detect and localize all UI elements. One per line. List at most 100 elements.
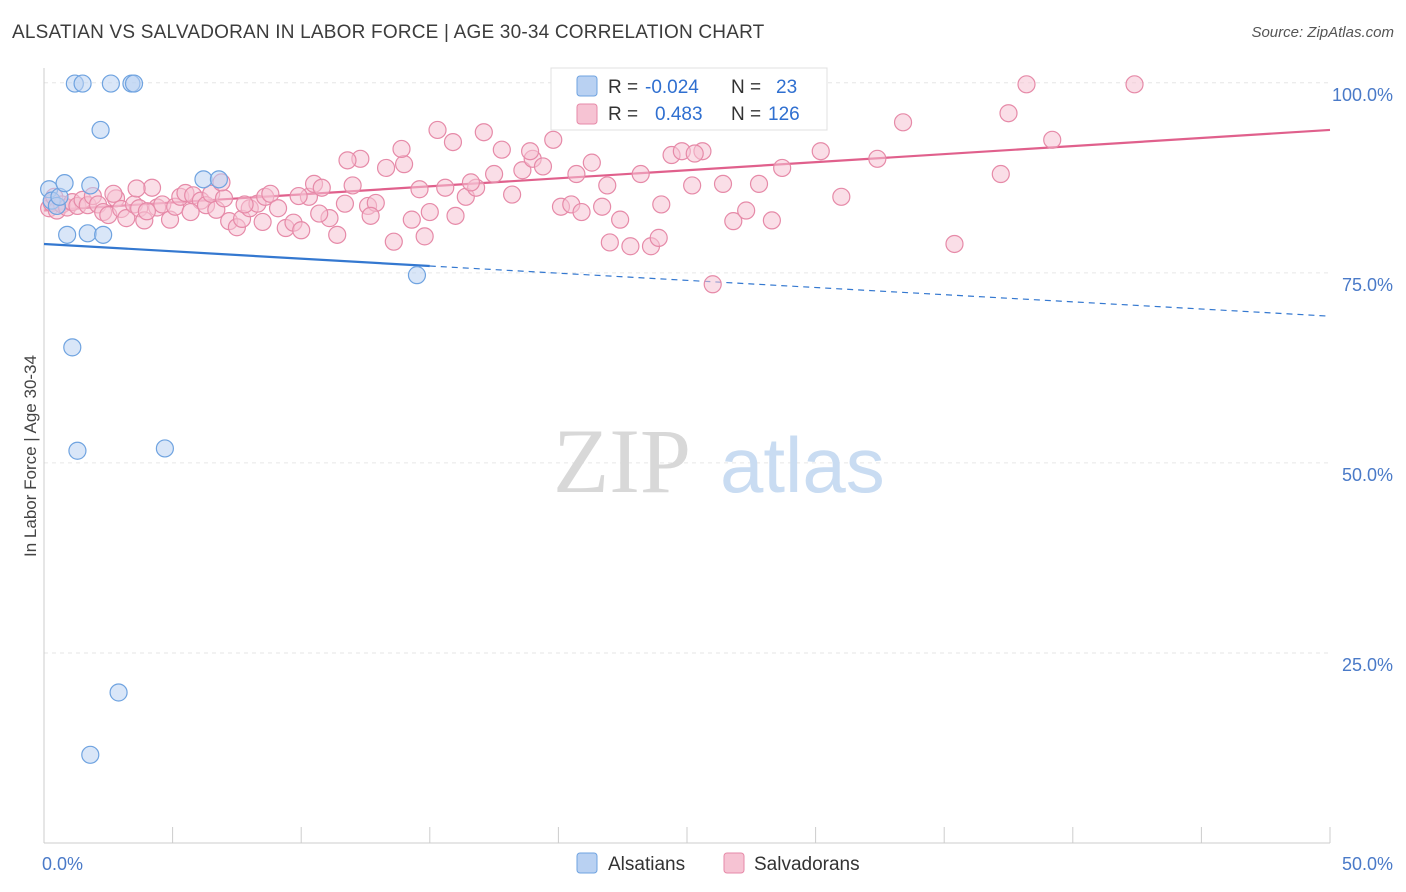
chart-title: ALSATIAN VS SALVADORAN IN LABOR FORCE | …	[12, 22, 765, 43]
point-salvadorans-83	[652, 195, 671, 214]
point-alsatians-4	[55, 174, 74, 193]
point-salvadorans-110	[461, 173, 481, 192]
point-salvadorans-81	[631, 164, 650, 184]
bottom-legend-swatch-alsatians	[576, 852, 598, 874]
point-salvadorans-50	[343, 176, 362, 195]
point-alsatians-7	[73, 74, 92, 93]
point-salvadorans-99	[893, 113, 913, 132]
point-salvadorans-80	[621, 237, 640, 256]
point-alsatians-5	[58, 225, 77, 244]
bottom-legend-swatch-salvadorans	[723, 852, 745, 874]
bottom-legend-label-alsatians: Alsatians	[608, 854, 685, 875]
y-axis-label: In Labor Force | Age 30-34	[21, 355, 40, 557]
point-salvadorans-71	[533, 157, 553, 176]
point-salvadorans-102	[999, 104, 1018, 123]
point-salvadorans-118	[253, 212, 272, 232]
point-salvadorans-103	[1017, 75, 1036, 94]
watermark-zip: ZIP	[553, 410, 691, 512]
point-salvadorans-108	[137, 202, 156, 221]
point-salvadorans-60	[428, 120, 447, 140]
watermark: ZIP atlas	[553, 410, 885, 512]
trend-line-alsatians	[43, 242, 430, 268]
point-salvadorans-115	[104, 184, 123, 203]
legend-r-value-1: 0.483	[655, 104, 703, 125]
legend-n-value-1: 126	[768, 104, 800, 125]
x-tick-left: 0.0%	[42, 854, 83, 874]
point-salvadorans-97	[832, 187, 851, 206]
point-salvadorans-76	[582, 153, 601, 172]
point-alsatians-19	[155, 439, 174, 458]
point-alsatians-12	[101, 74, 120, 93]
point-salvadorans-46	[312, 178, 331, 197]
y-axis-title: In Labor Force | Age 30-34	[21, 355, 40, 557]
point-salvadorans-113	[338, 151, 357, 170]
point-salvadorans-32	[214, 189, 234, 208]
source-label: Source: ZipAtlas.com	[1251, 24, 1394, 41]
point-salvadorans-98	[868, 149, 887, 168]
point-salvadorans-105	[1125, 75, 1144, 94]
point-alsatians-21	[81, 745, 100, 764]
point-alsatians-16	[209, 170, 228, 189]
legend-r-value-0: -0.024	[645, 77, 699, 98]
point-salvadorans-112	[685, 144, 704, 163]
legend-n-value-0: 23	[776, 77, 797, 98]
point-alsatians-11	[91, 120, 110, 140]
point-salvadorans-100	[945, 234, 964, 254]
trend-line-salvadorans	[43, 128, 1331, 212]
grid-lines	[44, 82, 1330, 654]
point-salvadorans-58	[410, 180, 429, 199]
point-alsatians-18	[68, 441, 87, 460]
bottom-legend: Alsatians Salvadorans	[576, 852, 860, 875]
point-salvadorans-109	[392, 139, 411, 159]
point-salvadorans-43	[292, 221, 311, 240]
point-salvadorans-68	[503, 185, 522, 204]
point-salvadorans-119	[127, 179, 146, 198]
point-alsatians-10	[94, 225, 113, 244]
point-alsatians-14	[124, 74, 144, 93]
point-salvadorans-56	[394, 155, 414, 174]
point-salvadorans-96	[811, 142, 830, 161]
point-salvadorans-78	[600, 233, 619, 252]
point-salvadorans-106	[235, 195, 254, 214]
x-tick-right: 50.0%	[1342, 854, 1393, 874]
point-salvadorans-77	[593, 197, 612, 216]
point-salvadorans-54	[376, 158, 396, 178]
point-salvadorans-57	[402, 210, 421, 229]
legend-swatch-salvadorans	[576, 103, 598, 125]
legend-r-label-0: R =	[608, 77, 638, 98]
bottom-legend-label-salvadorans: Salvadorans	[754, 854, 860, 875]
point-salvadorans-55	[384, 232, 403, 251]
point-salvadorans-69	[513, 161, 532, 180]
point-salvadorans-16	[117, 209, 136, 228]
y-tick-labels: 100.0% 75.0% 50.0% 25.0%	[1332, 85, 1393, 675]
point-salvadorans-107	[289, 186, 308, 206]
point-salvadorans-117	[310, 204, 329, 223]
y-tick-label-1: 75.0%	[1342, 275, 1393, 295]
point-alsatians-9	[78, 224, 97, 243]
point-salvadorans-61	[436, 178, 455, 197]
point-salvadorans-90	[724, 212, 743, 231]
point-salvadorans-124	[415, 227, 434, 246]
point-salvadorans-101	[991, 164, 1010, 184]
y-tick-label-3: 25.0%	[1342, 655, 1393, 675]
point-salvadorans-86	[683, 176, 702, 195]
legend-r-label-1: R =	[608, 104, 638, 125]
data-points	[40, 74, 1144, 764]
point-salvadorans-65	[474, 123, 493, 142]
point-salvadorans-120	[521, 142, 540, 161]
legend-swatch-alsatians	[576, 75, 598, 97]
point-salvadorans-89	[713, 174, 733, 194]
y-tick-label-2: 50.0%	[1342, 465, 1393, 485]
legend-box: R = -0.024 N = 23 R = 0.483 N = 126	[550, 67, 828, 131]
point-salvadorans-116	[443, 133, 463, 152]
point-salvadorans-94	[773, 158, 792, 178]
x-tick-labels: 0.0% 50.0%	[42, 854, 1393, 874]
point-salvadorans-40	[268, 199, 288, 218]
watermark-atlas: atlas	[720, 421, 885, 509]
point-salvadorans-88	[703, 275, 722, 294]
legend-n-label-0: N =	[731, 77, 761, 98]
point-alsatians-8	[81, 176, 100, 195]
point-salvadorans-125	[181, 202, 200, 222]
point-salvadorans-59	[420, 202, 439, 222]
